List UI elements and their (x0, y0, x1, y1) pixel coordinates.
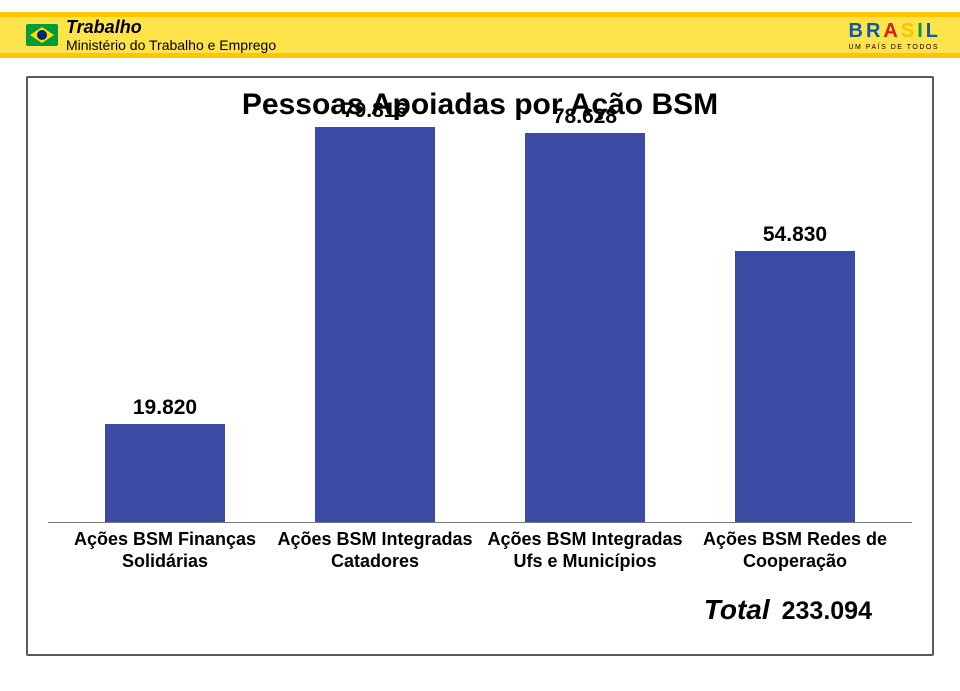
chart-plot-area: 19.82079.81678.62854.830 (48, 126, 912, 523)
bar (735, 251, 855, 522)
bar-value-label: 54.830 (763, 223, 827, 247)
total-label: Total (704, 594, 770, 626)
bar-column: 78.628 (484, 105, 686, 522)
chart-card: Pessoas Apoiadas por Ação BSM 19.82079.8… (26, 76, 934, 656)
x-axis-label: Ações BSM Redes de Cooperação (694, 529, 896, 572)
bar-column: 54.830 (694, 223, 896, 522)
header-right-mark: BRASIL UM PAÍS DE TODOS (848, 20, 940, 51)
total-value: 233.094 (782, 597, 872, 626)
chart-title: Pessoas Apoiadas por Ação BSM (48, 88, 912, 122)
bar-column: 19.820 (64, 396, 266, 522)
bar (315, 127, 435, 522)
header-band: Trabalho Ministério do Trabalho e Empreg… (0, 12, 960, 58)
bar (105, 424, 225, 522)
x-axis-labels: Ações BSM Finanças SolidáriasAções BSM I… (48, 523, 912, 572)
x-axis-label: Ações BSM Finanças Solidárias (64, 529, 266, 572)
bar-value-label: 79.816 (343, 99, 407, 123)
header-title: Trabalho (66, 18, 276, 36)
brasil-wordmark-sub: UM PAÍS DE TODOS (849, 44, 940, 51)
header-subtitle: Ministério do Trabalho e Emprego (66, 38, 276, 52)
x-axis-label: Ações BSM Integradas Ufs e Municípios (484, 529, 686, 572)
x-axis-label: Ações BSM Integradas Catadores (274, 529, 476, 572)
bars-container: 19.82079.81678.62854.830 (48, 126, 912, 522)
bar-value-label: 78.628 (553, 105, 617, 129)
bar (525, 133, 645, 522)
bar-column: 79.816 (274, 99, 476, 522)
brazil-flag-icon (26, 24, 58, 46)
brasil-wordmark: BRASIL (848, 20, 940, 43)
bar-value-label: 19.820 (133, 396, 197, 420)
